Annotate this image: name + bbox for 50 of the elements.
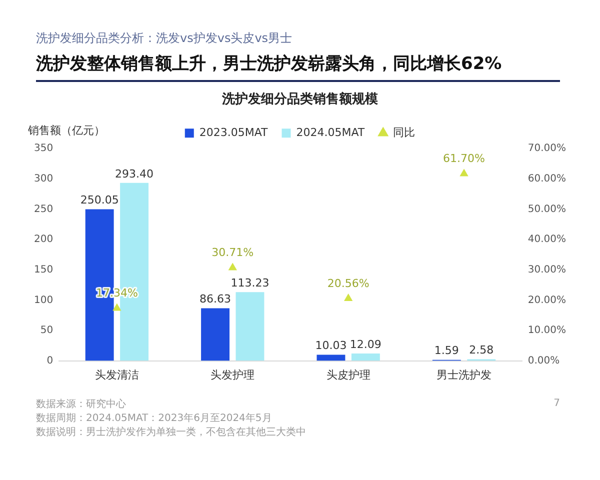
x-tick-label: 头发清洁 — [94, 368, 139, 382]
y2-tick-label: 70.00% — [528, 143, 566, 154]
text: 数据说明：男士洗护发作为单独一类，不包含在其他三大类中 — [36, 426, 306, 440]
data-label: 86.63 — [200, 292, 232, 306]
data-label: 293.40 — [115, 167, 154, 180]
point — [460, 168, 468, 176]
data-label: 20.56% — [327, 276, 370, 290]
data-label: 113.23 — [230, 276, 270, 290]
x-tick-label: 男士洗护发 — [436, 368, 492, 382]
point — [228, 262, 237, 270]
data-label: 12.09 — [350, 338, 382, 351]
x-tick-label: 头皮护理 — [326, 368, 370, 382]
y-tick-label: 0 — [46, 355, 54, 366]
point — [344, 293, 353, 301]
data-label: 30.71% — [212, 246, 254, 260]
y2-tick-label: 10.00% — [528, 325, 566, 336]
y-tick-label: 300 — [34, 174, 54, 185]
y-tick-label: 350 — [34, 143, 54, 154]
source-note: 数据来源：研究中心 — [36, 398, 127, 412]
y2-tick-label: 40.00% — [528, 234, 566, 246]
text: 7 — [554, 398, 560, 409]
y-tick-label: 50 — [40, 325, 54, 336]
y2-tick-label: 0.00% — [528, 355, 560, 366]
text: 洗护发细分品类分析：洗发vs护发vs头皮vs男士 — [36, 30, 292, 47]
chart-subtitle: 洗护发细分品类销售额规模 — [221, 91, 378, 108]
bar — [351, 353, 380, 361]
data-label: 2.58 — [469, 344, 494, 357]
x-tick-label: 头发护理 — [210, 368, 255, 382]
y-tick-label: 250 — [34, 204, 54, 215]
data-label: 10.03 — [315, 339, 347, 352]
data-label: 1.59 — [434, 344, 459, 358]
chart-title: 洗护发整体销售额上升，男士洗护发崭露头角，同比增长62% — [36, 53, 502, 75]
y2-tick-label: 30.00% — [528, 264, 566, 276]
y-tick-label: 100 — [34, 294, 54, 306]
y2-tick-label: 20.00% — [528, 294, 566, 306]
y-tick-label: 150 — [34, 264, 54, 276]
y2-tick-label: 50.00% — [528, 204, 566, 215]
bar — [236, 292, 264, 361]
legend-label: 2024.05MAT — [296, 126, 365, 139]
legend-label: 同比 — [393, 126, 416, 139]
text: 数据周期：2024.05MAT：2023年6月至2024年5月 — [36, 412, 273, 426]
bar — [316, 354, 346, 361]
data-label: 61.70% — [443, 152, 485, 166]
y-tick-label: 200 — [34, 234, 54, 246]
point — [112, 303, 122, 311]
bar — [201, 308, 230, 361]
legend-label: 2023.05MAT — [199, 126, 268, 139]
data-label: 250.05 — [80, 194, 119, 207]
y2-tick-label: 60.00% — [528, 174, 566, 185]
y-axis-title: 销售额（亿元） — [27, 124, 105, 137]
